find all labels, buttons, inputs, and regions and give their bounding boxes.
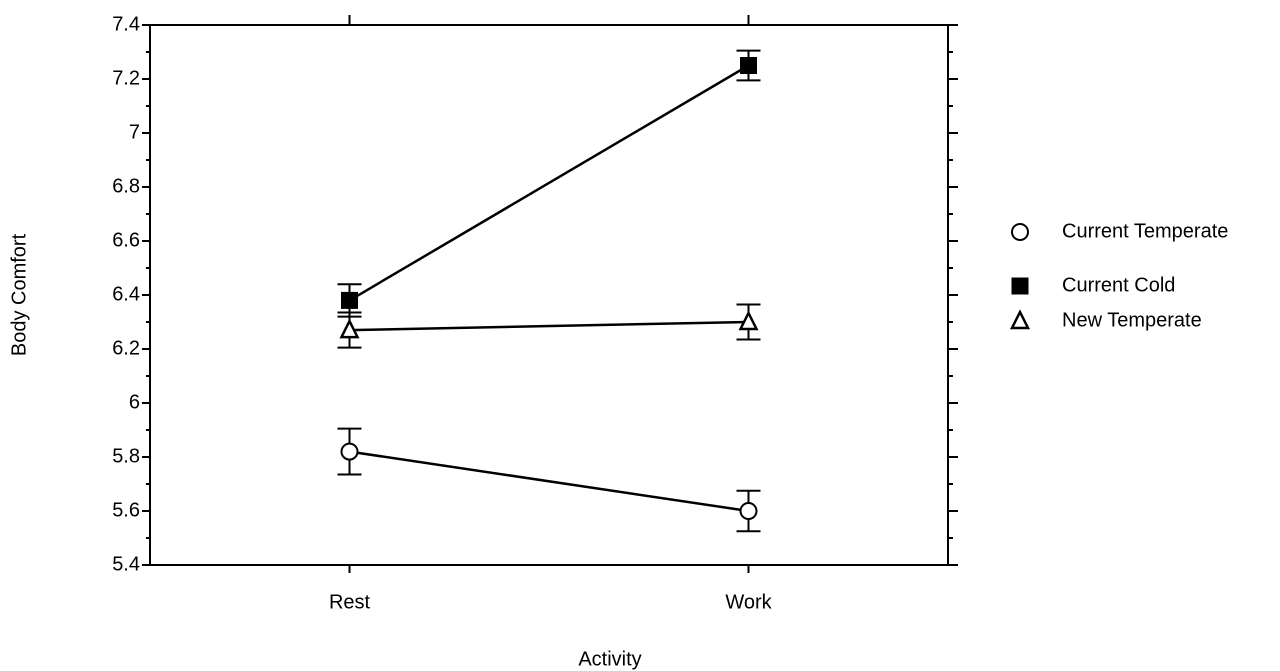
y-tick-label: 5.8 <box>112 445 140 467</box>
x-tick-label: Rest <box>329 591 371 613</box>
legend-label: Current Cold <box>1062 274 1175 296</box>
y-tick-label: 6.8 <box>112 175 140 197</box>
y-axis-label: Body Comfort <box>8 233 30 356</box>
legend-marker <box>1011 277 1029 295</box>
data-point <box>340 442 359 461</box>
series-line <box>349 450 749 513</box>
y-tick-label: 6.4 <box>112 283 140 305</box>
series-line <box>349 320 749 332</box>
y-tick-label: 5.6 <box>112 499 140 521</box>
legend-marker <box>1011 223 1029 241</box>
data-point <box>738 310 759 331</box>
series-line <box>348 64 750 302</box>
y-tick-label: 7.4 <box>112 13 140 35</box>
y-tick-label: 7 <box>129 121 140 143</box>
x-tick-label: Work <box>725 591 772 613</box>
legend-marker <box>1009 309 1031 330</box>
legend-label: Current Temperate <box>1062 220 1228 242</box>
y-tick-label: 6.2 <box>112 337 140 359</box>
y-tick-label: 5.4 <box>112 553 140 575</box>
data-point <box>739 502 758 520</box>
y-tick-label: 6.6 <box>112 229 140 251</box>
y-tick-label: 6 <box>129 391 140 413</box>
y-tick-label: 7.2 <box>112 67 140 89</box>
data-point <box>341 291 358 309</box>
legend-label: New Temperate <box>1062 309 1202 331</box>
data-point <box>339 318 360 339</box>
plot-frame <box>149 24 949 566</box>
x-axis-label: Activity <box>578 648 641 670</box>
data-point <box>740 57 757 74</box>
